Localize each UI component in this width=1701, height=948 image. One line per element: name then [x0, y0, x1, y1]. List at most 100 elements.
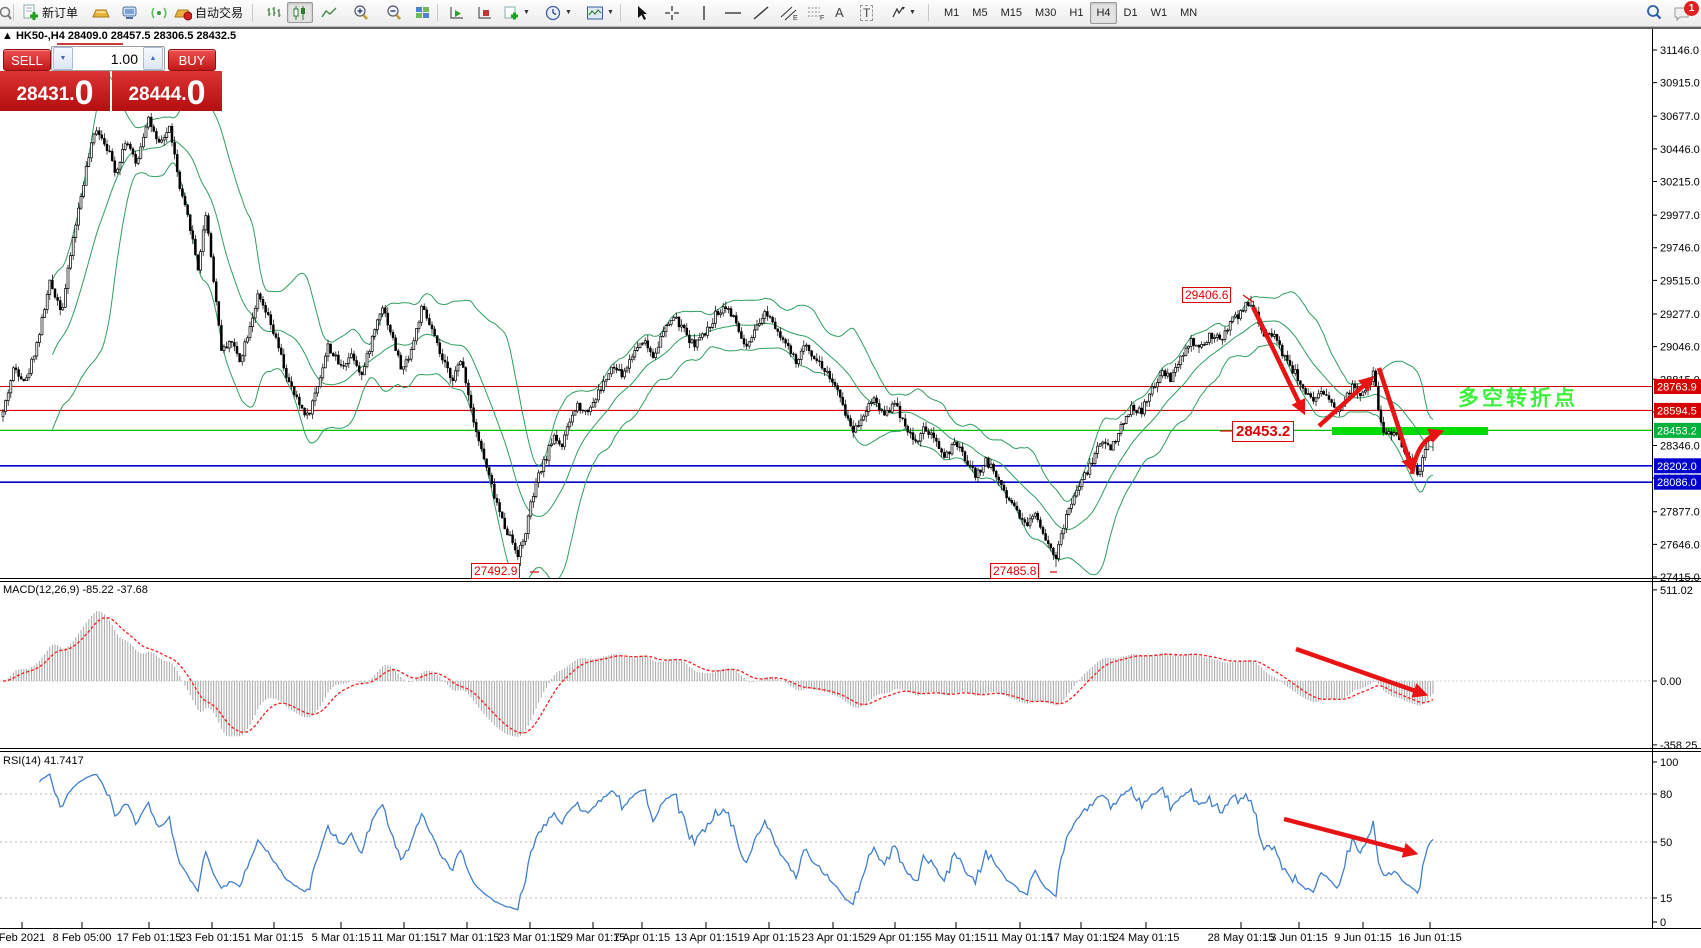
zoom-in-icon[interactable]: [348, 2, 374, 23]
price-tick-label: 27415.0: [1660, 572, 1700, 584]
timeframe-d1[interactable]: D1: [1123, 7, 1138, 19]
time-tick-label: 17 May 01:15: [1048, 932, 1115, 944]
sell-button[interactable]: SELL: [3, 49, 51, 71]
time-tick-label: 16 Jun 01:15: [1398, 932, 1462, 944]
svg-text:F: F: [820, 15, 824, 21]
red-arrow: [1317, 375, 1375, 428]
price-tick-label: 29746.0: [1660, 243, 1700, 255]
rsi-tick-label: 0: [1660, 917, 1666, 929]
auto-trading-label: 自动交易: [195, 6, 244, 20]
cursor-tool[interactable]: [630, 2, 654, 23]
fibonacci-tool[interactable]: F: [802, 2, 830, 23]
price-badge-label: 28763.9: [1657, 382, 1697, 394]
buy-price[interactable]: 28444. 0: [112, 71, 222, 111]
rsi-tick-label: 100: [1660, 757, 1678, 769]
separator: [928, 4, 929, 21]
window-edge: [0, 27, 1701, 29]
zoom-out-icon[interactable]: [381, 2, 407, 23]
red-arrow: [1376, 367, 1416, 474]
buy-button[interactable]: BUY: [168, 49, 216, 71]
collapse-triangle-icon[interactable]: ▲: [2, 30, 16, 42]
timeframe-mn[interactable]: MN: [1180, 7, 1198, 19]
annotation-pivot-note: 多空转折点: [1458, 387, 1578, 410]
timeframe-m15[interactable]: M15: [1000, 7, 1022, 19]
macd-tick-label: -358.25: [1660, 740, 1697, 752]
time-tick-label: Feb 2021: [0, 932, 45, 944]
search-icon[interactable]: [1641, 2, 1667, 23]
timeframe-m1[interactable]: M1: [944, 7, 960, 19]
time-tick-label: 23 Feb 01:15: [180, 932, 245, 944]
template-button[interactable]: ▼: [582, 2, 618, 23]
symbol-name: HK50-,H4: [15, 30, 65, 42]
stop-tester-icon[interactable]: [472, 2, 498, 23]
price-badge: [1654, 422, 1701, 438]
time-tick-label: 17 Mar 01:15: [435, 932, 500, 944]
symbol-header: ▲ HK50-,H4 28409.0 28457.5 28306.5 28432…: [2, 30, 236, 42]
price-tick-label: 27646.0: [1660, 539, 1700, 551]
bar-chart-icon[interactable]: [261, 2, 287, 23]
timeframe-m5[interactable]: M5: [972, 7, 988, 19]
rsi-tick-label: 15: [1660, 893, 1672, 905]
terminal-icon[interactable]: [117, 2, 143, 23]
price-tick-label: 30677.0: [1660, 111, 1700, 123]
time-tick-label: 1 Mar 01:15: [245, 932, 304, 944]
chevron-down-icon: ▼: [607, 9, 614, 16]
volume-decrease-button[interactable]: ▼: [53, 47, 73, 70]
strategy-tester-icon[interactable]: [444, 2, 470, 23]
timeframe-w1[interactable]: W1: [1150, 7, 1168, 19]
horizontal-line-tool[interactable]: [720, 2, 746, 23]
new-order-button[interactable]: 新订单: [18, 2, 82, 23]
notification-badge[interactable]: 1: [1684, 1, 1699, 16]
time-tick-label: 3 Jun 01:15: [1270, 932, 1328, 944]
separator: [437, 4, 438, 21]
line-chart-icon[interactable]: [316, 2, 342, 23]
price-badge-label: 28594.5: [1657, 405, 1697, 417]
tile-windows-icon[interactable]: [410, 2, 436, 23]
equidistant-channel-tool[interactable]: E: [775, 2, 803, 23]
text-tool[interactable]: A: [835, 5, 844, 20]
price-tick-label: 30446.0: [1660, 144, 1700, 156]
sell-price[interactable]: 28431. 0: [0, 71, 110, 111]
volume-increase-button[interactable]: ▲: [143, 47, 163, 70]
timeframe-h4[interactable]: H4: [1090, 2, 1117, 24]
bollinger-band: [51, 139, 1434, 531]
price-badge: [1654, 379, 1701, 394]
new-chart-button[interactable]: ▼: [499, 2, 534, 23]
price-tick-label: 29046.0: [1660, 342, 1700, 354]
annotation-low-march: 27492.9: [471, 563, 521, 579]
price-badge-label: 28086.0: [1657, 477, 1697, 489]
trend-arrows: [530, 294, 1445, 858]
price-badge: [1654, 458, 1701, 474]
timeframe-h1[interactable]: H1: [1069, 7, 1084, 19]
red-arrow: [1250, 306, 1306, 416]
auto-trading-button[interactable]: 自动交易: [170, 2, 247, 23]
annotation-swing-high: 29406.6: [1182, 287, 1232, 303]
time-tick-label: 11 May 01:15: [987, 932, 1053, 944]
volume-input[interactable]: [74, 49, 142, 68]
price-tick-label: 29277.0: [1660, 309, 1700, 321]
arrows-tool[interactable]: ▼: [886, 2, 920, 23]
price-tick-label: 28346.0: [1660, 441, 1700, 453]
time-tick-label: 17 Feb 01:15: [117, 932, 182, 944]
header-underline: [57, 43, 123, 45]
text-label-tool[interactable]: T: [856, 2, 877, 23]
time-tick-label: 11 Mar 01:15: [372, 932, 436, 944]
candlestick-chart-icon[interactable]: [287, 2, 313, 23]
signal-icon[interactable]: [146, 2, 172, 23]
time-tick-label: 28 May 01:15: [1208, 932, 1275, 944]
crosshair-tool[interactable]: [660, 2, 684, 23]
price-tick-label: 29515.0: [1660, 275, 1700, 287]
price-tick-label: 30215.0: [1660, 177, 1700, 189]
vertical-line-tool[interactable]: [693, 2, 715, 23]
time-tick-label: 19 Apr 01:15: [738, 932, 800, 944]
timeframe-m30[interactable]: M30: [1034, 7, 1057, 19]
period-clock-button[interactable]: ▼: [541, 2, 576, 23]
market-watch-icon[interactable]: [88, 2, 114, 23]
red-hook-arrow: [1409, 428, 1445, 475]
search-left-icon[interactable]: [0, 2, 16, 23]
time-tick-label: 13 Apr 01:15: [675, 932, 737, 944]
new-order-label: 新订单: [42, 6, 79, 20]
trendline-tool[interactable]: [748, 2, 774, 23]
price-badge-label: 28453.2: [1657, 425, 1697, 437]
